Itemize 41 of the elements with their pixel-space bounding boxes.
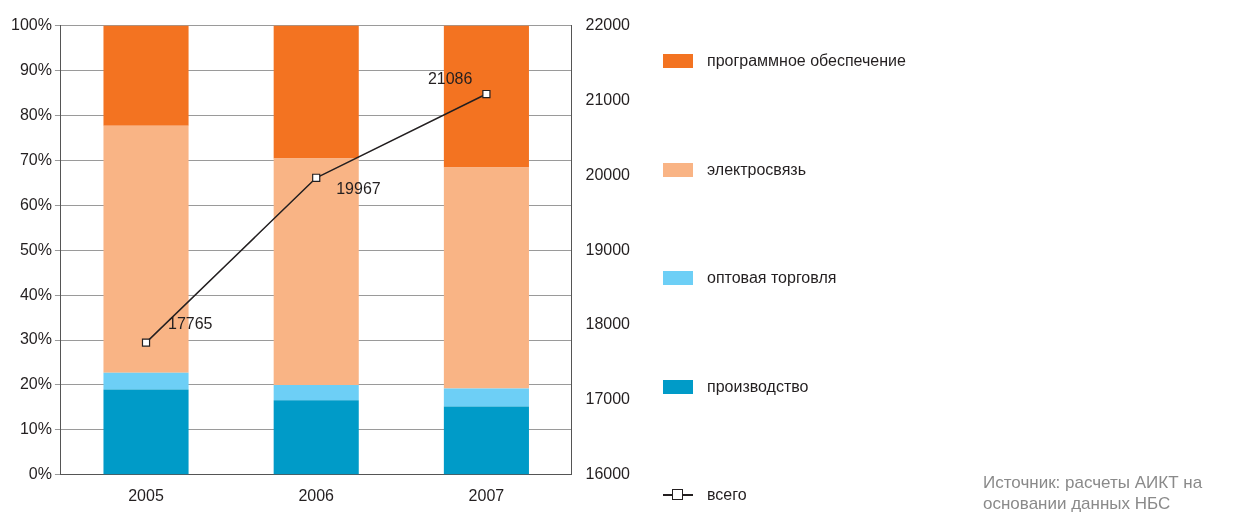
legend-label: оптовая торговля (707, 269, 837, 287)
y-tick-label: 60% (19, 195, 52, 213)
y2-tick-label: 18000 (585, 315, 631, 333)
point (141, 338, 151, 347)
y-tick-label: 50% (19, 240, 52, 258)
y-tick-label: 0% (28, 465, 52, 483)
bar (273, 25, 359, 159)
y-tick-label: 80% (19, 105, 52, 123)
legend-label: всего (707, 486, 747, 504)
legend-label: производство (707, 377, 809, 396)
x-tick-label: 2006 (298, 486, 335, 504)
bar (443, 406, 529, 475)
y-tick-label: 100% (11, 16, 52, 34)
bar (103, 25, 189, 126)
y-tick-label: 20% (19, 375, 52, 393)
y-tick-label: 30% (19, 330, 52, 348)
y-tick-label: 10% (19, 420, 52, 438)
legend-label: программное обеспечение (707, 52, 906, 70)
y2-tick-label: 16000 (585, 465, 631, 483)
y2-tick-label: 22000 (585, 16, 631, 34)
x-tick-label: 2007 (468, 486, 505, 504)
data-label: 19967 (336, 180, 381, 198)
bar (273, 384, 359, 401)
y2-tick-label: 19000 (585, 240, 631, 258)
bar (443, 167, 529, 389)
text: Источник: расчеты АИКТ на основании данных НБС (983, 472, 1204, 514)
y-tick-label: 70% (19, 150, 52, 168)
x-tick-label: 2005 (128, 486, 164, 504)
legend-label: электросвязь (707, 160, 807, 179)
y-tick-label: 90% (19, 60, 52, 78)
point (482, 89, 491, 99)
bar (443, 388, 529, 407)
y2-tick-label: 21000 (585, 90, 631, 108)
y2-tick-label: 20000 (585, 165, 631, 183)
bar (103, 389, 189, 475)
bar (103, 372, 189, 390)
point (312, 173, 321, 182)
data-label: 17765 (168, 315, 213, 333)
bar (273, 400, 359, 475)
y2-tick-label: 17000 (585, 390, 631, 408)
y-tick-label: 40% (19, 285, 52, 303)
